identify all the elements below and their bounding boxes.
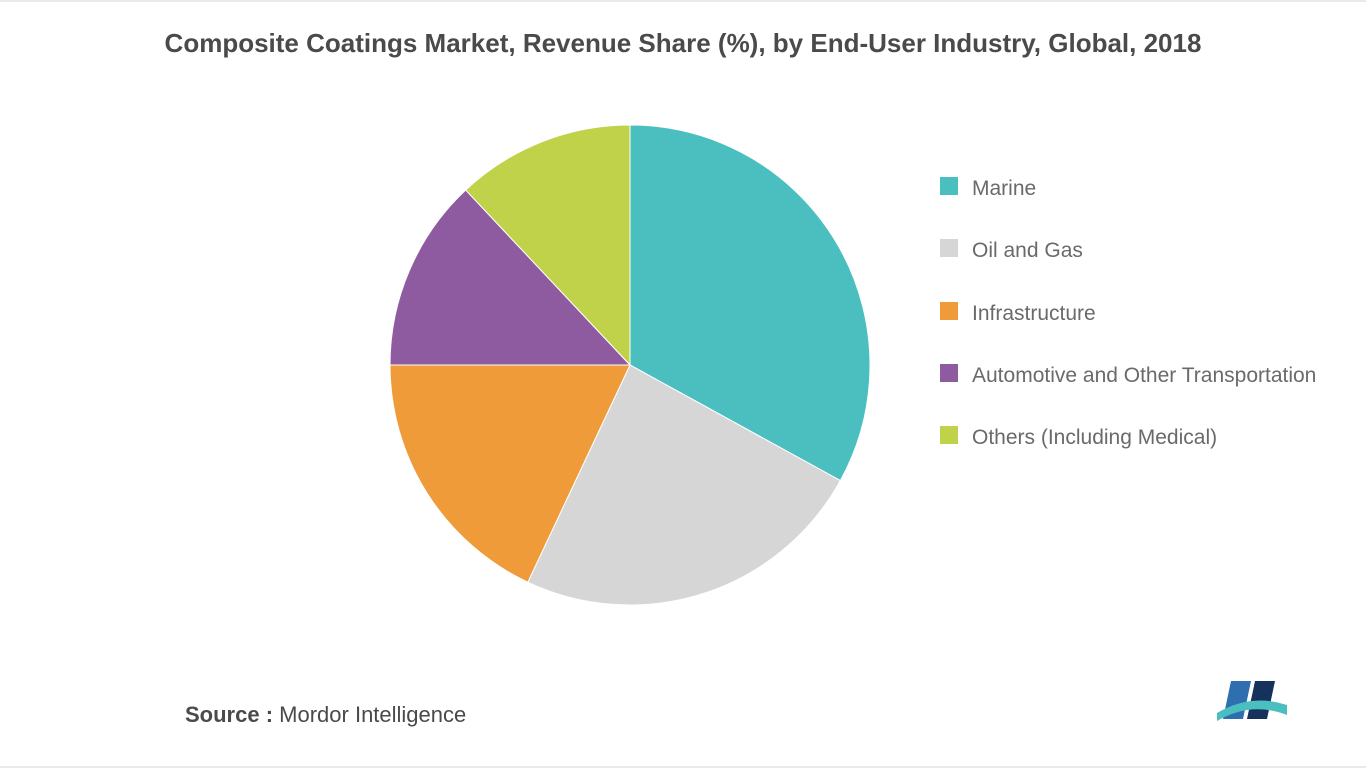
legend: Marine Oil and Gas Infrastructure Automotiv…	[940, 175, 1320, 487]
legend-item: Infrastructure	[940, 300, 1320, 328]
legend-label: Oil and Gas	[972, 237, 1083, 265]
pie-chart	[380, 105, 900, 630]
source-attribution: Source : Mordor Intelligence	[185, 702, 466, 728]
legend-label: Marine	[972, 175, 1036, 203]
legend-label: Others (Including Medical)	[972, 424, 1217, 452]
legend-item: Marine	[940, 175, 1320, 203]
legend-swatch	[940, 239, 958, 257]
brand-logo	[1213, 675, 1291, 730]
chart-title: Composite Coatings Market, Revenue Share…	[0, 28, 1366, 59]
legend-item: Automotive and Other Transportation	[940, 362, 1320, 390]
legend-swatch	[940, 177, 958, 195]
legend-label: Infrastructure	[972, 300, 1096, 328]
legend-swatch	[940, 364, 958, 382]
legend-label: Automotive and Other Transportation	[972, 362, 1316, 390]
legend-item: Oil and Gas	[940, 237, 1320, 265]
source-value: Mordor Intelligence	[279, 702, 466, 727]
legend-item: Others (Including Medical)	[940, 424, 1320, 452]
legend-swatch	[940, 302, 958, 320]
source-label: Source :	[185, 702, 273, 727]
legend-swatch	[940, 426, 958, 444]
logo-bar	[1247, 681, 1275, 719]
divider-top	[0, 0, 1366, 2]
chart-area: Marine Oil and Gas Infrastructure Automotiv…	[0, 95, 1366, 655]
